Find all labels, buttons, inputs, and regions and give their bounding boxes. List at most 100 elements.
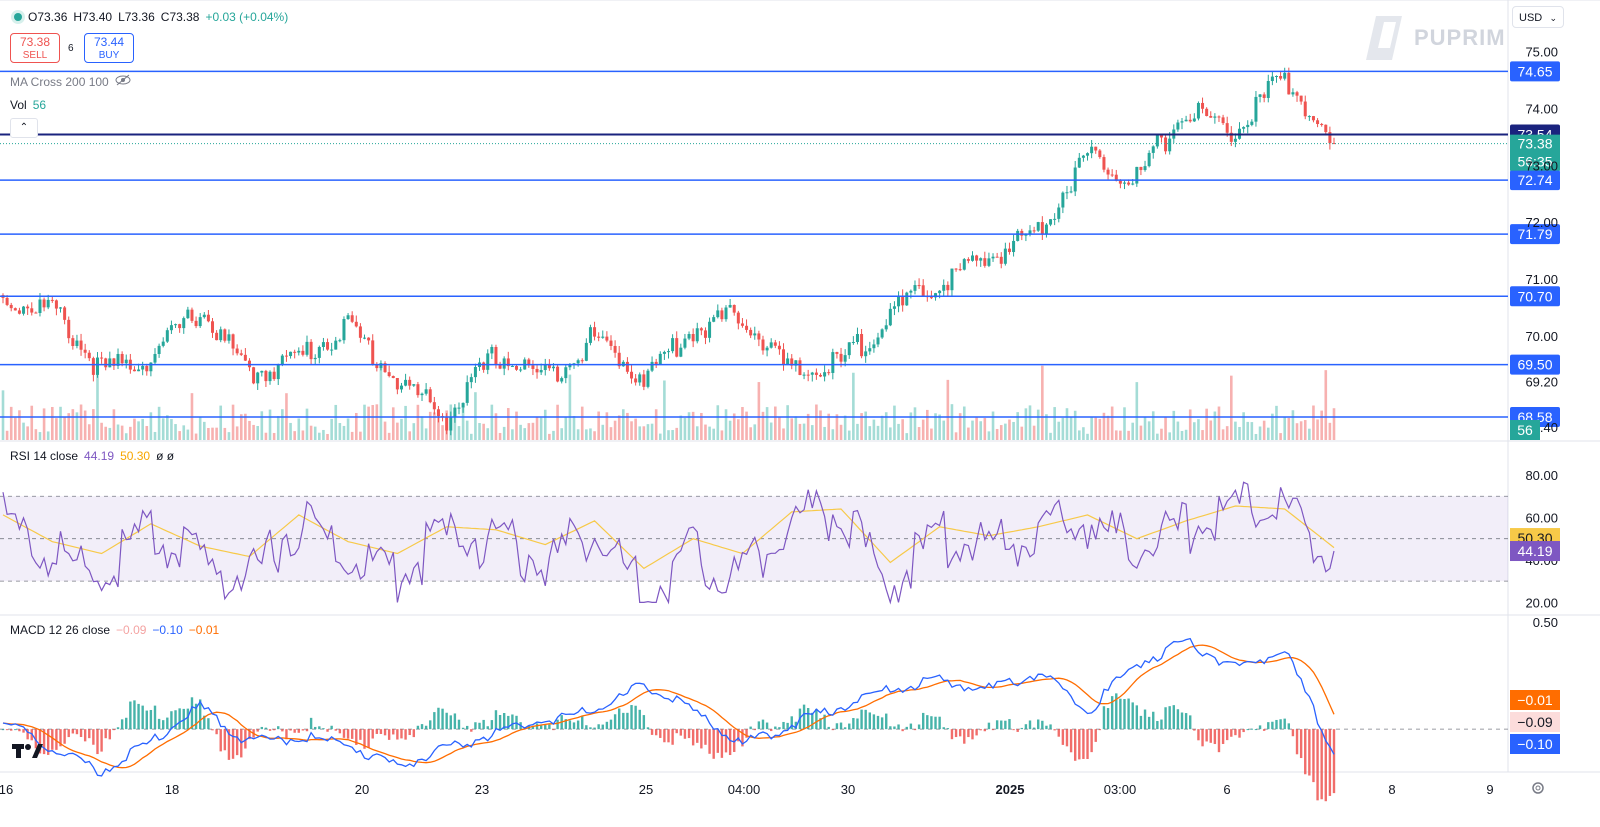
candle <box>897 296 901 307</box>
candle <box>1324 124 1328 133</box>
sell-button[interactable]: 73.38 SELL <box>10 33 60 63</box>
macd-histogram-bar <box>556 719 559 730</box>
chevron-down-icon: ⌄ <box>1549 13 1557 23</box>
candle <box>1081 155 1085 158</box>
collapse-legend-button[interactable]: ⌃ <box>10 118 38 138</box>
volume-legend[interactable]: Vol 56 <box>10 98 46 112</box>
macd-histogram-bar <box>1291 729 1295 737</box>
macd-histogram-bar <box>326 729 329 732</box>
macd-histogram-bar <box>1119 698 1122 730</box>
macd-histogram-bar <box>79 729 83 738</box>
macd-histogram-bar <box>835 723 839 730</box>
candle <box>223 329 227 341</box>
volume-bar <box>502 426 506 440</box>
volume-bar <box>1242 412 1245 440</box>
macd-histogram-bar <box>630 705 633 730</box>
volume-bar <box>942 420 946 440</box>
macd-histogram-bar <box>5 729 9 731</box>
ma-legend[interactable]: MA Cross 200 100 <box>10 74 131 89</box>
candle <box>539 370 543 373</box>
volume-bar <box>67 413 71 440</box>
tradingview-logo-icon[interactable] <box>12 742 44 765</box>
macd-histogram-bar <box>1308 729 1311 776</box>
volume-bar <box>1119 430 1122 440</box>
macd-histogram-bar <box>1164 707 1167 730</box>
volume-bar <box>161 418 165 440</box>
volume-bar <box>1139 425 1143 440</box>
volume-bar <box>215 427 218 440</box>
candle <box>346 315 350 320</box>
volume-bar <box>971 420 974 440</box>
rsi-legend[interactable]: RSI 14 close 44.19 50.30 ø ø <box>10 449 174 463</box>
macd-histogram-bar <box>248 729 251 740</box>
candle <box>1114 174 1118 181</box>
candle <box>593 327 597 337</box>
candle <box>498 364 502 369</box>
volume-bar <box>371 405 375 440</box>
volume-label: 56 <box>1517 422 1533 438</box>
macd-histogram-bar <box>1147 716 1151 730</box>
candle <box>473 367 477 378</box>
macd-histogram-bar <box>1012 729 1015 731</box>
rsi-extra: ø ø <box>156 449 175 463</box>
macd-histogram-bar <box>720 729 724 758</box>
macd-histogram-bar <box>1156 721 1159 730</box>
candle <box>724 307 728 320</box>
macd-histogram-bar <box>618 708 621 730</box>
candle <box>457 407 461 409</box>
volume-bar <box>108 427 112 440</box>
eye-hidden-icon[interactable] <box>115 74 131 89</box>
macd-histogram-bar <box>901 729 904 732</box>
candle <box>42 299 46 308</box>
candle <box>264 370 268 382</box>
candle <box>124 359 128 364</box>
volume-bar <box>387 432 391 440</box>
macd-histogram-bar <box>34 729 38 749</box>
macd-histogram-bar <box>318 726 321 730</box>
rsi-ma-value: 50.30 <box>120 449 151 463</box>
volume-bar <box>198 416 202 440</box>
volume-bar <box>802 423 806 440</box>
macd-histogram-bar <box>1135 705 1139 730</box>
candle <box>502 358 506 369</box>
volume-bar <box>433 412 436 440</box>
gear-icon[interactable] <box>1530 780 1546 799</box>
candle <box>1188 119 1192 122</box>
candle <box>1057 207 1061 219</box>
macd-histogram-bar <box>108 729 112 740</box>
volume-bar <box>46 431 50 440</box>
ohlc-legend: O73.36 H73.40 L73.36 C73.38 +0.03 (+0.04… <box>14 10 288 24</box>
candle <box>38 299 42 313</box>
volume-bar <box>531 422 535 440</box>
price-tick-label: 72.00 <box>1525 215 1558 230</box>
volume-bar <box>667 430 670 440</box>
candle <box>765 347 769 351</box>
candle <box>449 416 453 431</box>
volume-bar <box>880 415 884 440</box>
macd-histogram-bar <box>42 729 46 755</box>
volume-bar <box>930 428 933 440</box>
candle <box>564 367 568 379</box>
level-label-bg <box>1510 170 1560 191</box>
candle <box>510 366 514 368</box>
macd-histogram-bar <box>860 709 863 730</box>
volume-bar <box>597 411 600 440</box>
volume-bar <box>478 423 481 440</box>
volume-bar <box>1275 405 1278 440</box>
candle <box>231 334 235 349</box>
macd-legend[interactable]: MACD 12 26 close −0.09 −0.10 −0.01 <box>10 623 219 637</box>
currency-select[interactable]: USD ⌄ <box>1512 6 1564 28</box>
macd-histogram-bar <box>211 729 214 731</box>
candle <box>851 342 855 344</box>
buy-button[interactable]: 73.44 BUY <box>84 33 134 63</box>
macd-histogram-bar <box>285 729 288 740</box>
volume-bar <box>186 429 190 440</box>
sell-label: SELL <box>22 50 48 61</box>
macd-histogram-bar <box>880 717 884 730</box>
volume-bar <box>905 433 909 440</box>
buy-price: 73.44 <box>93 35 125 49</box>
volume-bar <box>1143 416 1147 440</box>
volume-bar <box>856 423 859 440</box>
macd-histogram-bar <box>1234 729 1237 736</box>
